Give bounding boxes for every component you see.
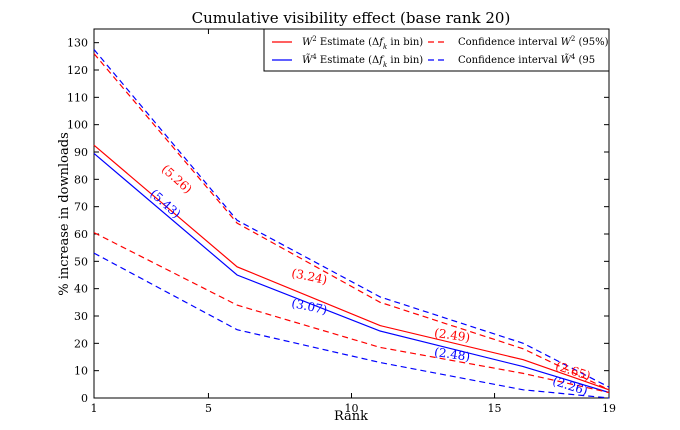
series-line-3 <box>93 232 610 394</box>
y-tick-label: 0 <box>81 392 88 405</box>
y-tick-label: 20 <box>74 337 88 350</box>
legend-w4-estimate-label: W̃4 Estimate (Δfk in bin) <box>302 53 423 69</box>
y-tick-label: 90 <box>74 146 88 159</box>
chart-title: Cumulative visibility effect (base rank … <box>192 9 511 27</box>
y-tick-label: 110 <box>67 91 88 104</box>
x-tick-label: 1 <box>91 402 98 415</box>
legend-w2-ci-label: Confidence interval W2 (95%) <box>458 35 609 48</box>
y-tick-label: 70 <box>74 201 88 214</box>
y-tick-label: 80 <box>74 173 88 186</box>
legend-box <box>263 28 610 72</box>
series-line-1 <box>93 152 610 394</box>
y-axis-label: % increase in downloads <box>57 132 72 296</box>
legend-w2-estimate-label: W2 Estimate (Δfk in bin) <box>302 35 423 51</box>
x-tick-label: 10 <box>345 402 359 415</box>
y-tick-label: 130 <box>67 37 88 50</box>
series-line-5 <box>93 252 610 399</box>
x-tick-label: 19 <box>602 402 616 415</box>
y-tick-label: 120 <box>67 64 88 77</box>
series-line-0 <box>93 144 610 391</box>
data-annotation: (5.26) <box>159 162 195 197</box>
y-tick-label: 50 <box>74 255 88 268</box>
y-tick-label: 100 <box>67 119 88 132</box>
series-line-2 <box>93 53 610 391</box>
y-tick-label: 60 <box>74 228 88 241</box>
legend-w4-ci-label: Confidence interval W̃4 (95 <box>458 53 595 66</box>
x-tick-label: 15 <box>488 402 502 415</box>
data-annotation: (2.48) <box>433 345 471 364</box>
y-tick-label: 10 <box>74 365 88 378</box>
series-line-4 <box>93 49 610 388</box>
y-tick-label: 40 <box>74 283 88 296</box>
legend: W2 Estimate (Δfk in bin) W̃4 Estimate (Δf… <box>263 28 610 72</box>
y-tick-label: 30 <box>74 310 88 323</box>
data-annotation: (3.24) <box>290 266 328 287</box>
data-annotation: (2.49) <box>433 326 471 345</box>
data-annotation: (3.07) <box>290 296 328 317</box>
x-tick-label: 5 <box>205 402 212 415</box>
x-axis-label: Rank <box>334 409 368 424</box>
